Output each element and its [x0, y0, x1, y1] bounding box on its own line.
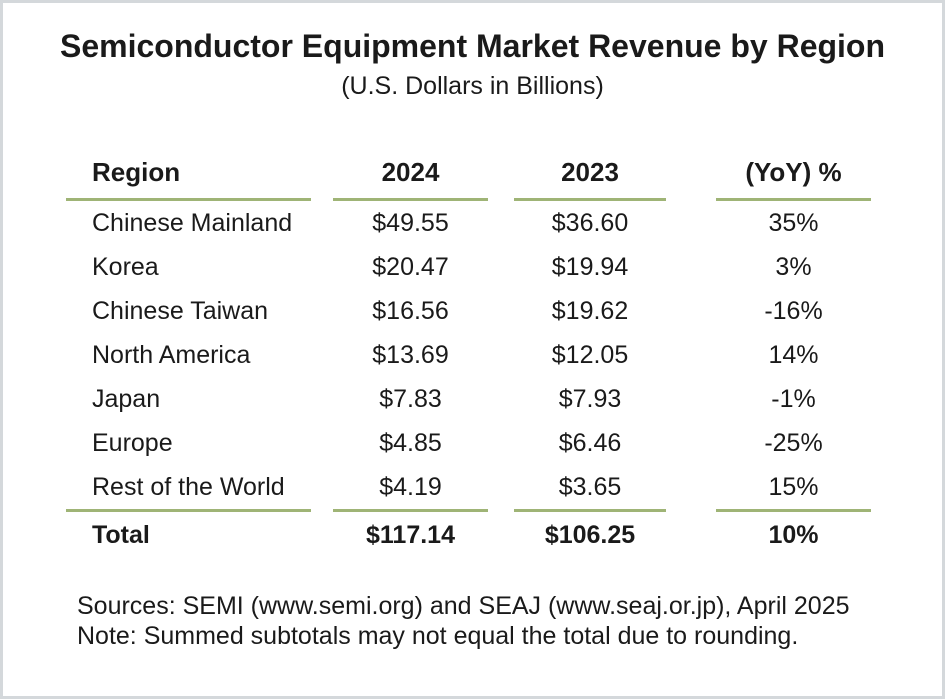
value-2024-cell: $49.55 — [372, 208, 449, 237]
yoy-cell: 35% — [768, 208, 819, 237]
value-2023-cell: $7.93 — [558, 384, 622, 413]
region-cell: Europe — [92, 428, 173, 457]
value-2023-cell: $19.94 — [551, 252, 629, 281]
value-2024-cell: $13.69 — [372, 340, 449, 369]
total-yoy: 10% — [716, 509, 871, 559]
yoy-cell: 3% — [775, 252, 812, 281]
region-cell: Korea — [92, 252, 159, 281]
page-subtitle: (U.S. Dollars in Billions) — [341, 72, 604, 100]
region-cell: Rest of the World — [92, 472, 285, 501]
table-row: Japan $7.83 $7.93 -1% — [66, 377, 873, 421]
region-cell: North America — [92, 340, 251, 369]
value-2023-cell: $12.05 — [551, 340, 629, 369]
yoy-cell: -16% — [764, 296, 823, 325]
value-2023-cell: $6.46 — [558, 428, 622, 457]
table-header-row: Region 2024 2023 (YoY) % — [66, 147, 873, 201]
table-row: Chinese Mainland $49.55 $36.60 35% — [66, 201, 873, 245]
yoy-cell: 14% — [768, 340, 819, 369]
yoy-cell: -25% — [764, 428, 823, 457]
value-2023-cell: $3.65 — [558, 472, 622, 501]
value-2024-cell: $20.47 — [372, 252, 449, 281]
total-label: Total — [66, 509, 311, 559]
yoy-cell: -1% — [771, 384, 816, 413]
value-2024-cell: $16.56 — [372, 296, 449, 325]
value-2023-cell: $36.60 — [551, 208, 629, 237]
footer: Sources: SEMI (www.semi.org) and SEAJ (w… — [77, 591, 942, 651]
header-2023: 2023 — [514, 147, 666, 201]
region-cell: Chinese Mainland — [92, 208, 293, 237]
page-title: Semiconductor Equipment Market Revenue b… — [59, 28, 886, 64]
note-line: Note: Summed subtotals may not equal the… — [77, 622, 799, 650]
region-cell: Chinese Taiwan — [92, 296, 269, 325]
header-yoy: (YoY) % — [716, 147, 871, 201]
table-row: Europe $4.85 $6.46 -25% — [66, 421, 873, 465]
table-row: Rest of the World $4.19 $3.65 15% — [66, 465, 873, 509]
value-2023-cell: $19.62 — [551, 296, 629, 325]
table-total-row: Total $117.14 $106.25 10% — [66, 509, 873, 559]
header-region: Region — [66, 147, 311, 201]
value-2024-cell: $4.85 — [379, 428, 442, 457]
total-2024: $117.14 — [333, 509, 488, 559]
table-row: North America $13.69 $12.05 14% — [66, 333, 873, 377]
value-2024-cell: $7.83 — [379, 384, 442, 413]
header-2024: 2024 — [333, 147, 488, 201]
revenue-table: Region 2024 2023 (YoY) % Chinese Mainlan… — [66, 147, 873, 559]
table-row: Chinese Taiwan $16.56 $19.62 -16% — [66, 289, 873, 333]
value-2024-cell: $4.19 — [379, 472, 442, 501]
total-2023: $106.25 — [514, 509, 666, 559]
region-cell: Japan — [92, 384, 161, 413]
yoy-cell: 15% — [768, 472, 819, 501]
sources-line: Sources: SEMI (www.semi.org) and SEAJ (w… — [77, 592, 850, 620]
table-row: Korea $20.47 $19.94 3% — [66, 245, 873, 289]
